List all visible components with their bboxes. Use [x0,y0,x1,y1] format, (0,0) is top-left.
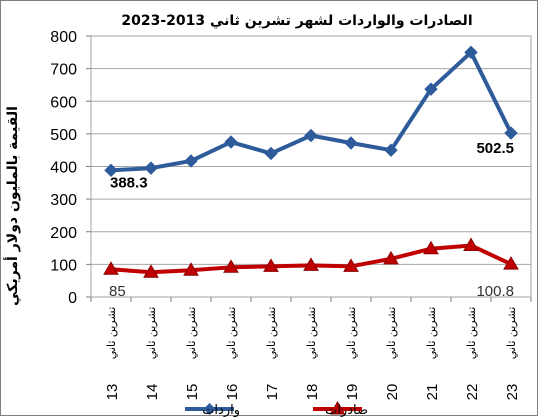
x-tick-label: 18 تشرين ثاني [304,307,321,401]
x-tick-number: 17 [264,384,281,401]
legend-label: صادرات [325,403,368,417]
data-label: 502.5 [476,140,514,157]
x-tick-label: 13 تشرين ثاني [104,307,121,401]
x-tick-number: 14 [144,384,161,401]
x-tick-number: 23 [504,384,521,401]
data-label: 388.3 [110,174,148,191]
legend-label: واردات [202,403,240,417]
x-tick-text: تشرين ثاني [105,307,118,360]
data-point [344,136,358,150]
data-point [423,240,439,255]
data-point [424,82,438,96]
x-tick-label: 16 تشرين ثاني [224,307,241,401]
y-tick-label: 200 [50,225,77,242]
y-tick-label: 600 [50,94,77,111]
data-point [383,250,399,265]
data-label: 85 [109,283,126,300]
x-tick-number: 20 [384,384,401,401]
data-label: 100.8 [476,283,514,300]
y-tick-label: 100 [50,257,77,274]
y-axis-ticks: 0 100 200 300 400 500 600 700 800 [50,29,91,307]
legend-item[interactable]: واردات [185,403,240,417]
legend-item[interactable]: صادرات [313,401,368,417]
y-tick-label: 500 [50,127,77,144]
x-tick-number: 13 [104,384,121,401]
y-tick-label: 300 [50,192,77,209]
x-tick-text: تشرين ثاني [305,307,318,360]
y-axis-label: القيمة بالمليون دولار أمريكي [3,106,21,306]
x-tick-label: 22 تشرين ثاني [464,307,481,401]
series-1 [104,45,518,178]
data-point [503,256,519,270]
series-2 [103,237,519,278]
legend[interactable]: صادرات واردات [185,401,368,417]
x-tick-label: 19 تشرين ثاني [344,307,361,401]
x-tick-text: تشرين ثاني [225,307,238,360]
x-tick-label: 14 تشرين ثاني [144,307,161,401]
data-point [224,135,238,149]
data-point [144,161,158,175]
x-tick-label: 15 تشرين ثاني [184,307,201,401]
x-tick-label: 21 تشرين ثاني [424,307,441,401]
data-point [184,154,198,168]
x-tick-label: 20 تشرين ثاني [384,307,401,401]
x-tick-number: 22 [464,384,481,401]
x-axis-ticks: 13 تشرين ثاني 14 تشرين ثاني 15 تشرين ثاني 16 تش… [90,297,532,401]
data-point [343,258,359,272]
series-layer [103,45,519,278]
data-point [504,126,518,140]
chart-title: الصادرات والواردات لشهر تشرين ثاني 2013-… [121,13,472,29]
legend-marker [329,401,346,415]
x-tick-number: 16 [224,384,241,401]
y-tick-label: 400 [50,160,77,177]
x-tick-text: تشرين ثاني [505,307,518,360]
data-point [103,261,119,275]
data-labels: 388.3 502.5 85 100.8 [109,140,514,300]
x-tick-text: تشرين ثاني [185,307,198,360]
data-point [143,264,159,278]
x-tick-number: 18 [304,384,321,401]
x-tick-text: تشرين ثاني [145,307,158,360]
x-tick-number: 19 [344,384,361,401]
data-point [304,128,318,143]
data-point [384,143,398,157]
data-point [104,163,118,178]
y-tick-label: 800 [50,29,77,46]
x-tick-label: 17 تشرين ثاني [264,307,281,401]
data-point [183,262,199,276]
x-tick-number: 15 [184,384,201,401]
data-point [463,237,479,251]
x-tick-text: تشرين ثاني [265,307,278,360]
x-tick-text: تشرين ثاني [385,307,398,360]
data-point [223,259,239,273]
data-point [264,146,278,161]
data-point [464,45,478,60]
data-point [303,257,319,271]
legend-marker [203,403,216,415]
x-tick-text: تشرين ثاني [465,307,478,360]
x-tick-text: تشرين ثاني [425,307,438,360]
x-tick-label: 23 تشرين ثاني [504,307,521,401]
y-tick-label: 0 [68,290,77,307]
x-tick-text: تشرين ثاني [345,307,358,360]
x-tick-number: 21 [424,384,441,401]
y-tick-label: 700 [50,62,77,79]
data-point [263,258,279,272]
